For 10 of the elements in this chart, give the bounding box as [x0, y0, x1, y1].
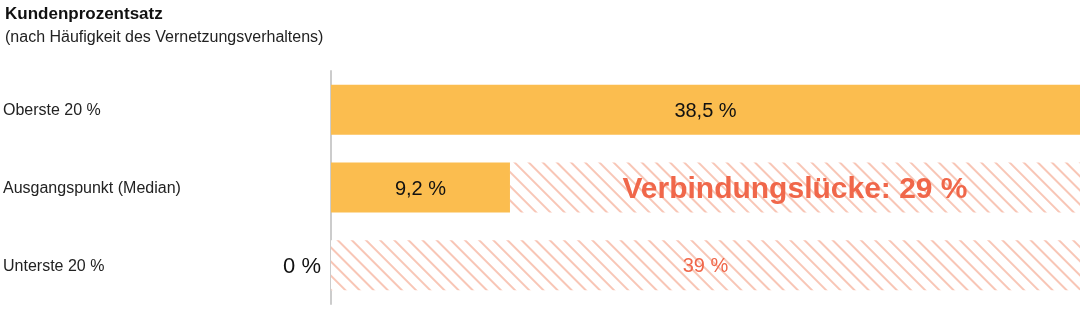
y-tick-label: Oberste 20 % [3, 101, 101, 119]
text: (nach Häufigkeit des Vernetzungsverhaltens) [5, 27, 324, 45]
data-label: 39 % [682, 254, 729, 277]
y-tick-label: Unterste 20 % [3, 256, 105, 274]
data-label: 38,5 % [674, 98, 737, 121]
data-label: 0 % [283, 252, 321, 278]
data-label: 9,2 % [394, 176, 447, 199]
text: Kundenprozentsatz [5, 4, 163, 23]
y-tick-label: Ausgangspunkt (Median) [3, 179, 181, 196]
data-label: Verbindungslücke: 29 % [622, 171, 968, 204]
